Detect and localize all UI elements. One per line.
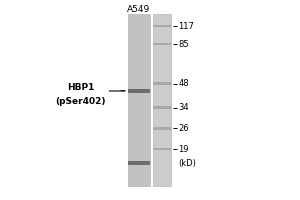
Bar (153, 127, 171, 130)
Text: (kD): (kD) (178, 159, 196, 168)
Text: 117: 117 (178, 22, 194, 31)
Text: 19: 19 (178, 145, 189, 154)
Bar (153, 25, 171, 27)
Bar (153, 14, 171, 186)
Text: 34: 34 (178, 103, 189, 112)
Bar (153, 82, 171, 85)
Bar (153, 43, 171, 45)
Bar (128, 89, 150, 93)
Bar (153, 106, 171, 109)
Text: 85: 85 (178, 40, 189, 49)
Bar (153, 148, 171, 150)
Bar (128, 161, 150, 165)
Text: 26: 26 (178, 124, 189, 133)
Text: 48: 48 (178, 79, 189, 88)
Text: --: -- (119, 86, 126, 96)
Text: A549: A549 (127, 4, 151, 14)
Text: HBP1: HBP1 (67, 84, 95, 92)
Text: (pSer402): (pSer402) (56, 98, 106, 106)
Bar (128, 14, 150, 186)
